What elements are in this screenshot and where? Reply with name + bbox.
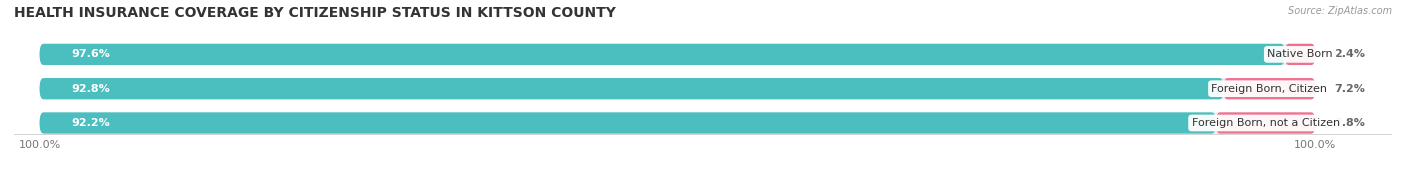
Text: Native Born: Native Born [1267,49,1333,59]
Text: 7.8%: 7.8% [1334,118,1365,128]
Text: Foreign Born, Citizen: Foreign Born, Citizen [1212,84,1327,94]
FancyBboxPatch shape [1223,78,1316,99]
Text: HEALTH INSURANCE COVERAGE BY CITIZENSHIP STATUS IN KITTSON COUNTY: HEALTH INSURANCE COVERAGE BY CITIZENSHIP… [14,6,616,20]
FancyBboxPatch shape [39,112,1216,134]
FancyBboxPatch shape [39,112,1316,134]
Text: 100.0%: 100.0% [1295,140,1337,150]
FancyBboxPatch shape [39,78,1223,99]
FancyBboxPatch shape [39,44,1316,65]
Text: 7.2%: 7.2% [1334,84,1365,94]
Text: Foreign Born, not a Citizen: Foreign Born, not a Citizen [1191,118,1340,128]
FancyBboxPatch shape [39,78,1316,99]
Text: Source: ZipAtlas.com: Source: ZipAtlas.com [1288,6,1392,16]
Text: 92.8%: 92.8% [72,84,110,94]
Text: 97.6%: 97.6% [72,49,110,59]
Text: 100.0%: 100.0% [18,140,60,150]
Text: 92.2%: 92.2% [72,118,110,128]
Text: 2.4%: 2.4% [1334,49,1365,59]
FancyBboxPatch shape [1285,44,1316,65]
FancyBboxPatch shape [39,44,1285,65]
FancyBboxPatch shape [1216,112,1316,134]
